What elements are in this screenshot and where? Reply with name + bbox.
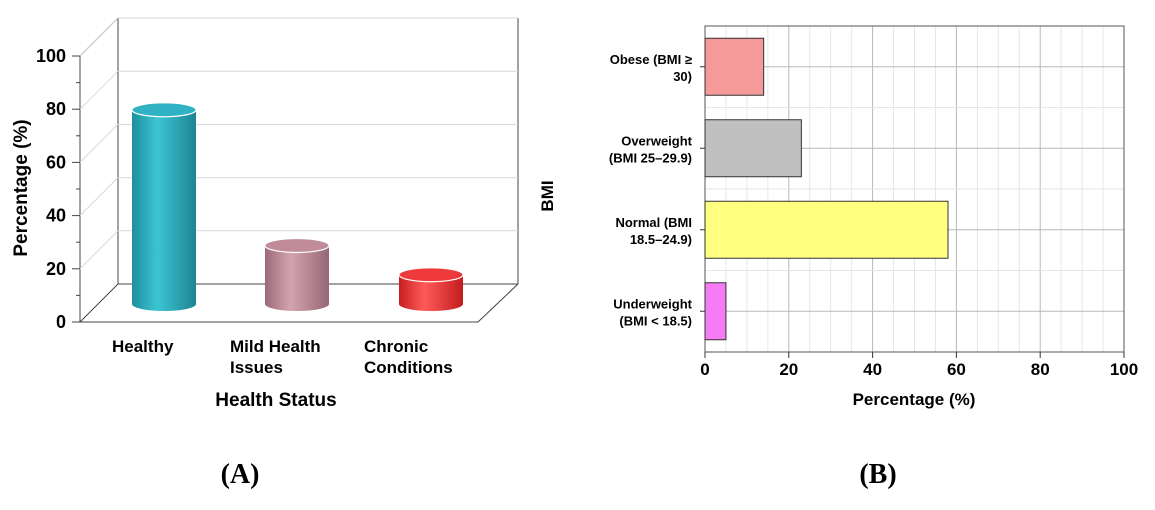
chart-a-gridline (79, 124, 119, 163)
chart-a-category-labels: Healthy Mild Health Issues Chronic Condition… (112, 337, 453, 377)
chart-a-bar (131, 102, 197, 311)
chart-b-category-label: Normal (BMI 18.5–24.9) (615, 215, 692, 247)
panel-label-a: (A) (221, 459, 260, 490)
chart-b-x-ticks: 0 20 40 60 80 100 (700, 352, 1138, 379)
chart-a: 0 20 40 60 80 100 Healthy Mild Health Issues Chr… (11, 17, 519, 490)
chart-b-bar (704, 119, 802, 178)
chart-a-y-tick-label: 80 (46, 99, 66, 119)
chart-a-bar-body (132, 109, 196, 311)
chart-b: Obese (BMI ≥30) Overweight (BMI 25–29.9) No… (538, 25, 1138, 490)
chart-b-gridlines (704, 25, 1125, 353)
chart-a-y-tick-label: 40 (46, 206, 66, 226)
chart-b-plot-frame (704, 25, 1125, 353)
chart-b-category-label: Underweight (BMI < 18.5) (613, 296, 692, 328)
chart-b-category-label: Obese (BMI ≥30) (610, 52, 692, 84)
chart-a-bar-top (264, 237, 330, 254)
chart-a-bar (398, 267, 464, 311)
chart-a-bar-top (398, 267, 464, 283)
chart-a-bar-top (131, 102, 197, 118)
chart-a-gridline (79, 17, 119, 57)
chart-a-gridline (79, 230, 119, 270)
chart-b-x-tick-label: 0 (700, 360, 709, 379)
chart-a-y-tick-label: 20 (46, 259, 66, 279)
chart-a-bars (131, 102, 464, 311)
chart-a-category-label: Mild Health Issues (230, 337, 321, 377)
chart-a-bar (264, 237, 330, 311)
chart-a-category-label: Healthy (112, 337, 174, 356)
chart-a-y-tick-label: 100 (36, 46, 66, 66)
chart-a-y-tick-label: 0 (56, 312, 66, 332)
chart-a-y-tick-label: 60 (46, 152, 66, 172)
chart-a-bar-body (399, 274, 463, 311)
chart-b-x-tick-label: 20 (779, 360, 798, 379)
chart-b-x-tick-label: 100 (1110, 360, 1138, 379)
chart-a-gridline (79, 177, 119, 216)
chart-a-y-ticks: 0 20 40 60 80 100 (36, 46, 80, 332)
chart-b-bar (704, 282, 727, 341)
chart-b-ylabel: BMI (538, 180, 557, 211)
chart-b-bar (704, 37, 765, 96)
chart-b-category-label: Overweight (BMI 25–29.9) (609, 133, 693, 165)
chart-b-category-labels: Obese (BMI ≥30) Overweight (BMI 25–29.9) No… (609, 52, 705, 328)
chart-b-x-tick-label: 80 (1031, 360, 1050, 379)
chart-a-xlabel: Health Status (215, 390, 336, 411)
chart-b-bars (704, 37, 949, 341)
chart-b-bar (704, 200, 949, 259)
chart-b-xlabel: Percentage (%) (853, 390, 976, 409)
chart-a-gridline (79, 70, 119, 110)
chart-a-bar-body (265, 245, 329, 311)
chart-a-category-label: Chronic Conditions (364, 337, 453, 377)
chart-b-x-tick-label: 60 (947, 360, 966, 379)
panel-label-b: (B) (859, 459, 896, 490)
chart-a-ylabel: Percentage (%) (11, 119, 32, 256)
chart-b-x-tick-label: 40 (863, 360, 882, 379)
